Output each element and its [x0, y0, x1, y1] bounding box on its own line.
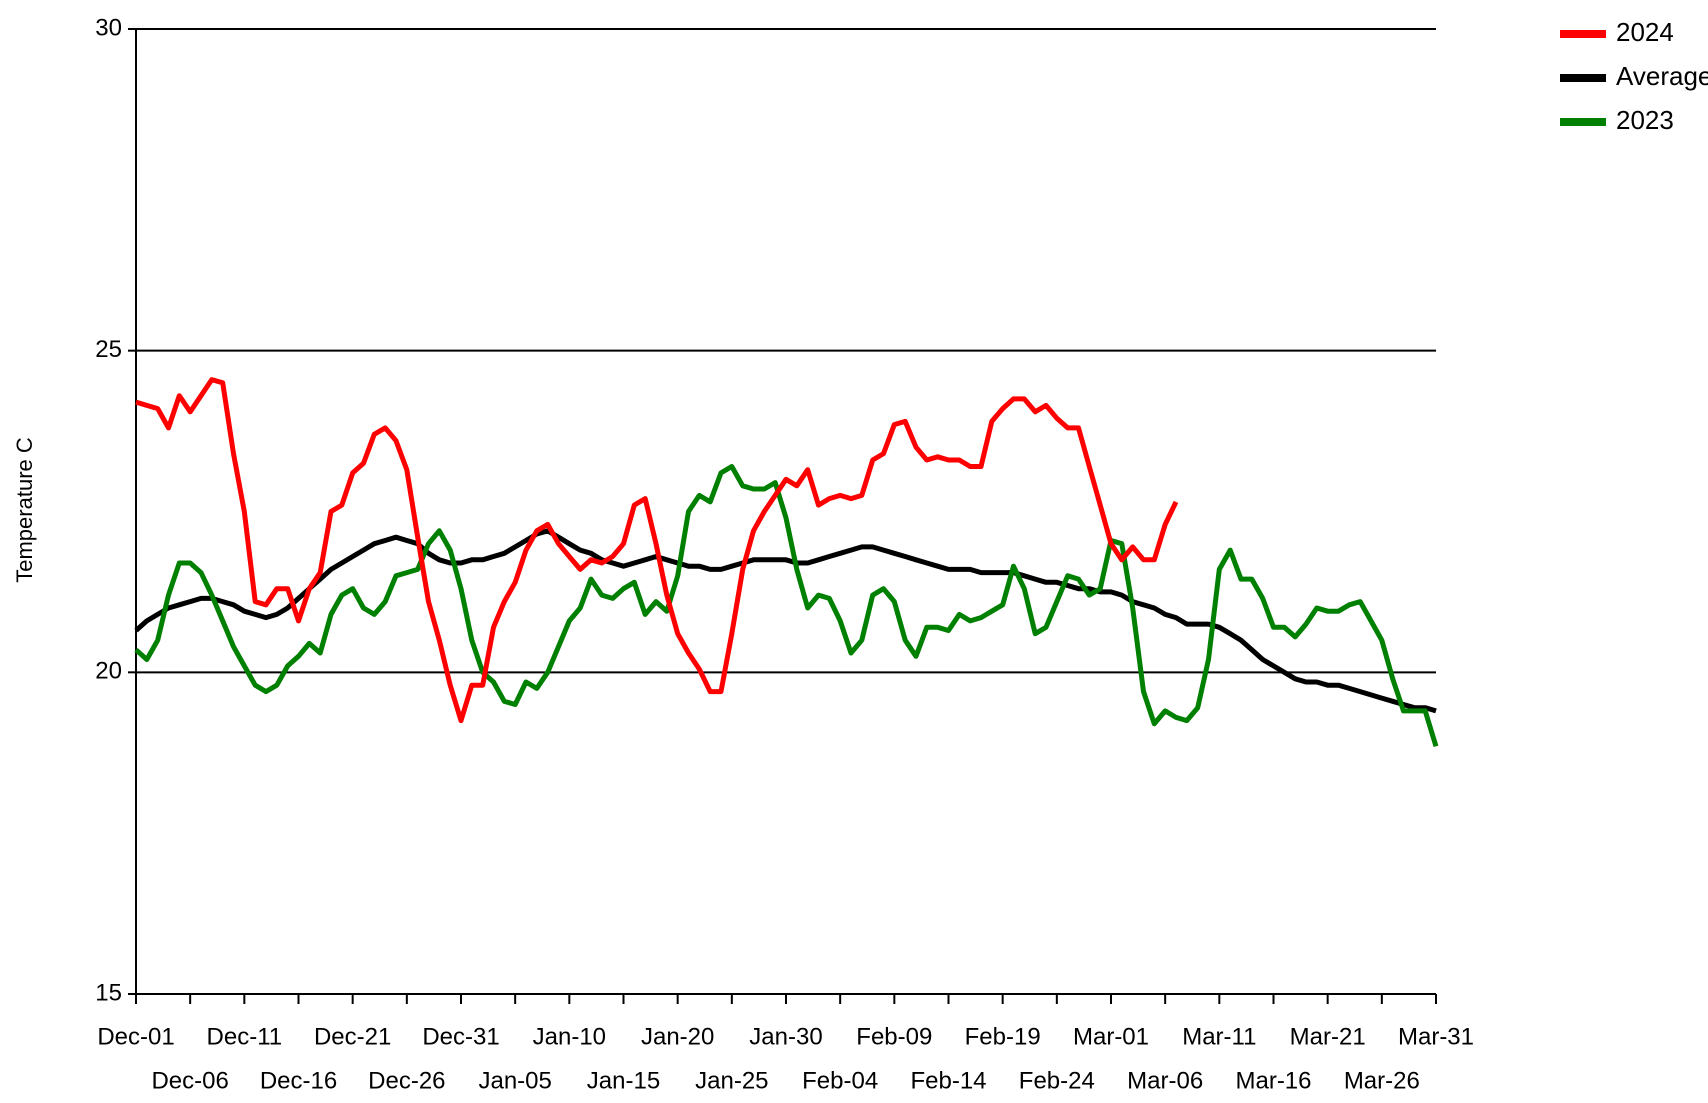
- y-tick-label: 25: [95, 336, 122, 363]
- x-tick-label: Dec-26: [368, 1067, 445, 1094]
- x-tick-label: Dec-01: [97, 1023, 174, 1050]
- x-tick-label: Feb-04: [802, 1067, 878, 1094]
- series-line: [134, 464, 1439, 748]
- x-tick-label: Dec-11: [207, 1023, 283, 1050]
- x-tick-label: Mar-16: [1235, 1067, 1311, 1094]
- x-tick-label: Dec-21: [314, 1023, 391, 1050]
- x-tick-label: Dec-06: [151, 1067, 228, 1094]
- y-tick-label: 30: [95, 14, 122, 41]
- x-tick-label: Jan-10: [533, 1023, 606, 1050]
- y-axis-label: Temperature C: [12, 437, 37, 583]
- x-tick-label: Feb-19: [965, 1023, 1041, 1050]
- x-tick-label: Jan-15: [587, 1067, 660, 1094]
- series-line: [135, 377, 1179, 724]
- legend-label: 2024: [1616, 17, 1674, 47]
- x-tick-label: Jan-05: [478, 1067, 551, 1094]
- y-tick-label: 15: [95, 979, 122, 1006]
- x-tick-label: Feb-24: [1019, 1067, 1095, 1094]
- x-tick-label: Feb-09: [856, 1023, 932, 1050]
- x-tick-label: Mar-11: [1182, 1023, 1256, 1050]
- x-tick-label: Mar-06: [1127, 1067, 1203, 1094]
- x-tick-label: Mar-26: [1344, 1067, 1420, 1094]
- legend-label: Average: [1616, 61, 1708, 91]
- series-line: [134, 528, 1437, 714]
- x-tick-label: Dec-31: [422, 1023, 499, 1050]
- x-tick-label: Mar-01: [1073, 1023, 1149, 1050]
- legend-label: 2023: [1616, 105, 1674, 135]
- x-tick-label: Jan-30: [749, 1023, 822, 1050]
- x-tick-label: Jan-20: [641, 1023, 714, 1050]
- x-tick-label: Mar-21: [1290, 1023, 1366, 1050]
- x-tick-label: Jan-25: [695, 1067, 768, 1094]
- x-tick-label: Dec-16: [260, 1067, 337, 1094]
- x-tick-label: Feb-14: [910, 1067, 986, 1094]
- x-tick-label: Mar-31: [1398, 1023, 1474, 1050]
- y-tick-label: 20: [95, 658, 122, 685]
